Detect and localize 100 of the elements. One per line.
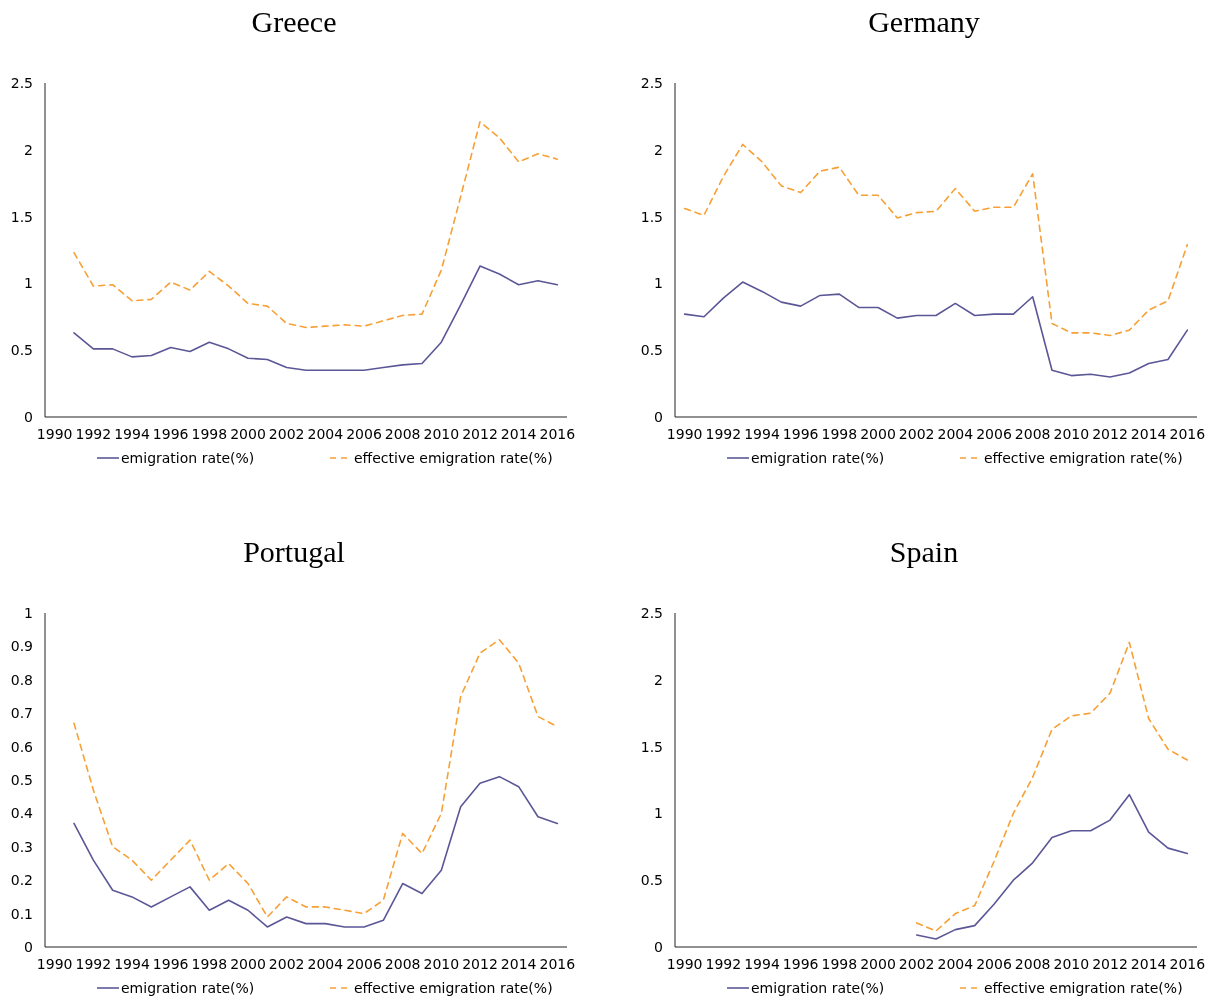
x-tick-label: 1992	[75, 426, 112, 442]
x-tick-label: 1994	[744, 426, 780, 442]
legend-label: effective emigration rate(%)	[354, 449, 553, 466]
legend-label: emigration rate(%)	[751, 449, 885, 466]
line-series	[73, 775, 559, 928]
x-tick-label: 1990	[666, 426, 703, 442]
x-tick-label: 1994	[114, 426, 150, 442]
y-tick-label: 2	[654, 141, 663, 158]
y-tick-label: 1.5	[640, 208, 663, 225]
x-tick-label: 2010	[1053, 426, 1090, 442]
x-tick-label: 1990	[36, 956, 73, 972]
y-tick-label: 0.1	[10, 905, 33, 922]
x-tick-label: 2000	[230, 956, 266, 972]
legend-label: emigration rate(%)	[121, 449, 255, 466]
x-tick-label: 2006	[346, 956, 382, 972]
x-tick-label: 1998	[191, 956, 228, 972]
x-tick-label: 2008	[384, 956, 421, 972]
x-tick-label: 2002	[898, 956, 935, 972]
x-tick-label: 2008	[384, 426, 421, 442]
x-tick-label: 2012	[462, 956, 498, 972]
legend-label: emigration rate(%)	[751, 979, 885, 996]
y-tick-label: 1	[24, 604, 33, 621]
y-tick-label: 1.5	[640, 738, 663, 755]
y-tick-label: 2.5	[640, 74, 663, 91]
y-tick-label: 2	[654, 671, 663, 688]
line-series	[915, 793, 1189, 940]
x-tick-label: 2012	[462, 426, 498, 442]
x-tick-label: 2002	[268, 426, 305, 442]
x-tick-label: 2010	[1053, 956, 1090, 972]
x-tick-label: 1992	[705, 956, 742, 972]
x-tick-label: 1996	[152, 426, 189, 442]
x-tick-label: 1996	[152, 956, 189, 972]
x-tick-label: 2016	[1169, 426, 1206, 442]
y-tick-label: 2.5	[640, 604, 663, 621]
legend-label: emigration rate(%)	[121, 979, 255, 996]
y-tick-label: 0	[654, 408, 663, 425]
x-tick-label: 1998	[191, 426, 228, 442]
legend-label: effective emigration rate(%)	[354, 979, 553, 996]
y-tick-label: 0.7	[10, 705, 33, 722]
x-tick-label: 1994	[114, 956, 150, 972]
x-tick-label: 1998	[821, 956, 858, 972]
x-tick-label: 2014	[500, 956, 537, 972]
x-tick-label: 2004	[307, 956, 344, 972]
y-tick-label: 0.4	[10, 805, 34, 822]
line-series	[73, 265, 559, 372]
x-tick-label: 2006	[976, 956, 1012, 972]
x-tick-label: 1992	[75, 956, 112, 972]
y-tick-label: 0.6	[10, 738, 34, 755]
y-tick-label: 2	[24, 141, 33, 158]
y-tick-label: 2.5	[10, 74, 33, 91]
y-tick-label: 0.5	[640, 872, 663, 889]
x-tick-label: 2002	[268, 956, 305, 972]
x-tick-label: 2010	[423, 426, 460, 442]
x-tick-label: 2010	[423, 956, 460, 972]
y-tick-label: 0.3	[10, 838, 33, 855]
x-tick-label: 1996	[782, 956, 819, 972]
x-tick-label: 2014	[500, 426, 537, 442]
x-tick-label: 2006	[346, 426, 382, 442]
x-tick-label: 2016	[539, 956, 576, 972]
x-tick-label: 2016	[539, 426, 576, 442]
y-tick-label: 0.8	[10, 671, 33, 688]
x-tick-label: 2012	[1092, 426, 1128, 442]
x-tick-label: 1992	[705, 426, 742, 442]
line-series	[683, 143, 1189, 337]
x-tick-label: 2004	[937, 426, 974, 442]
x-tick-label: 2014	[1130, 956, 1167, 972]
x-tick-label: 2004	[937, 956, 974, 972]
x-tick-label: 2002	[898, 426, 935, 442]
x-tick-label: 2006	[976, 426, 1012, 442]
x-tick-label: 2004	[307, 426, 344, 442]
x-tick-label: 2012	[1092, 956, 1128, 972]
y-tick-label: 0.9	[10, 638, 33, 655]
x-tick-label: 2008	[1014, 426, 1051, 442]
y-tick-label: 0.2	[10, 872, 33, 889]
x-tick-label: 2000	[860, 426, 896, 442]
x-tick-label: 2000	[230, 426, 266, 442]
chart-title: Germany	[868, 5, 980, 38]
chart-title: Greece	[251, 5, 337, 38]
legend-label: effective emigration rate(%)	[984, 449, 1183, 466]
y-tick-label: 0	[24, 938, 33, 955]
x-tick-label: 1990	[666, 956, 703, 972]
y-tick-label: 0.5	[10, 771, 33, 788]
y-tick-label: 0.5	[10, 342, 33, 359]
y-tick-label: 1.5	[10, 208, 33, 225]
x-tick-label: 2000	[860, 956, 896, 972]
y-tick-label: 0	[24, 408, 33, 425]
line-series	[73, 120, 559, 329]
x-tick-label: 1990	[36, 426, 73, 442]
y-tick-label: 1	[654, 275, 663, 292]
chart-title: Spain	[889, 535, 959, 568]
chart-title: Portugal	[243, 535, 345, 568]
x-tick-label: 1994	[744, 956, 780, 972]
line-series	[915, 641, 1189, 932]
y-tick-label: 0	[654, 938, 663, 955]
line-series	[683, 281, 1189, 378]
y-tick-label: 1	[24, 275, 33, 292]
x-tick-label: 1996	[782, 426, 819, 442]
x-tick-label: 2016	[1169, 956, 1206, 972]
x-tick-label: 1998	[821, 426, 858, 442]
x-tick-label: 2014	[1130, 426, 1167, 442]
